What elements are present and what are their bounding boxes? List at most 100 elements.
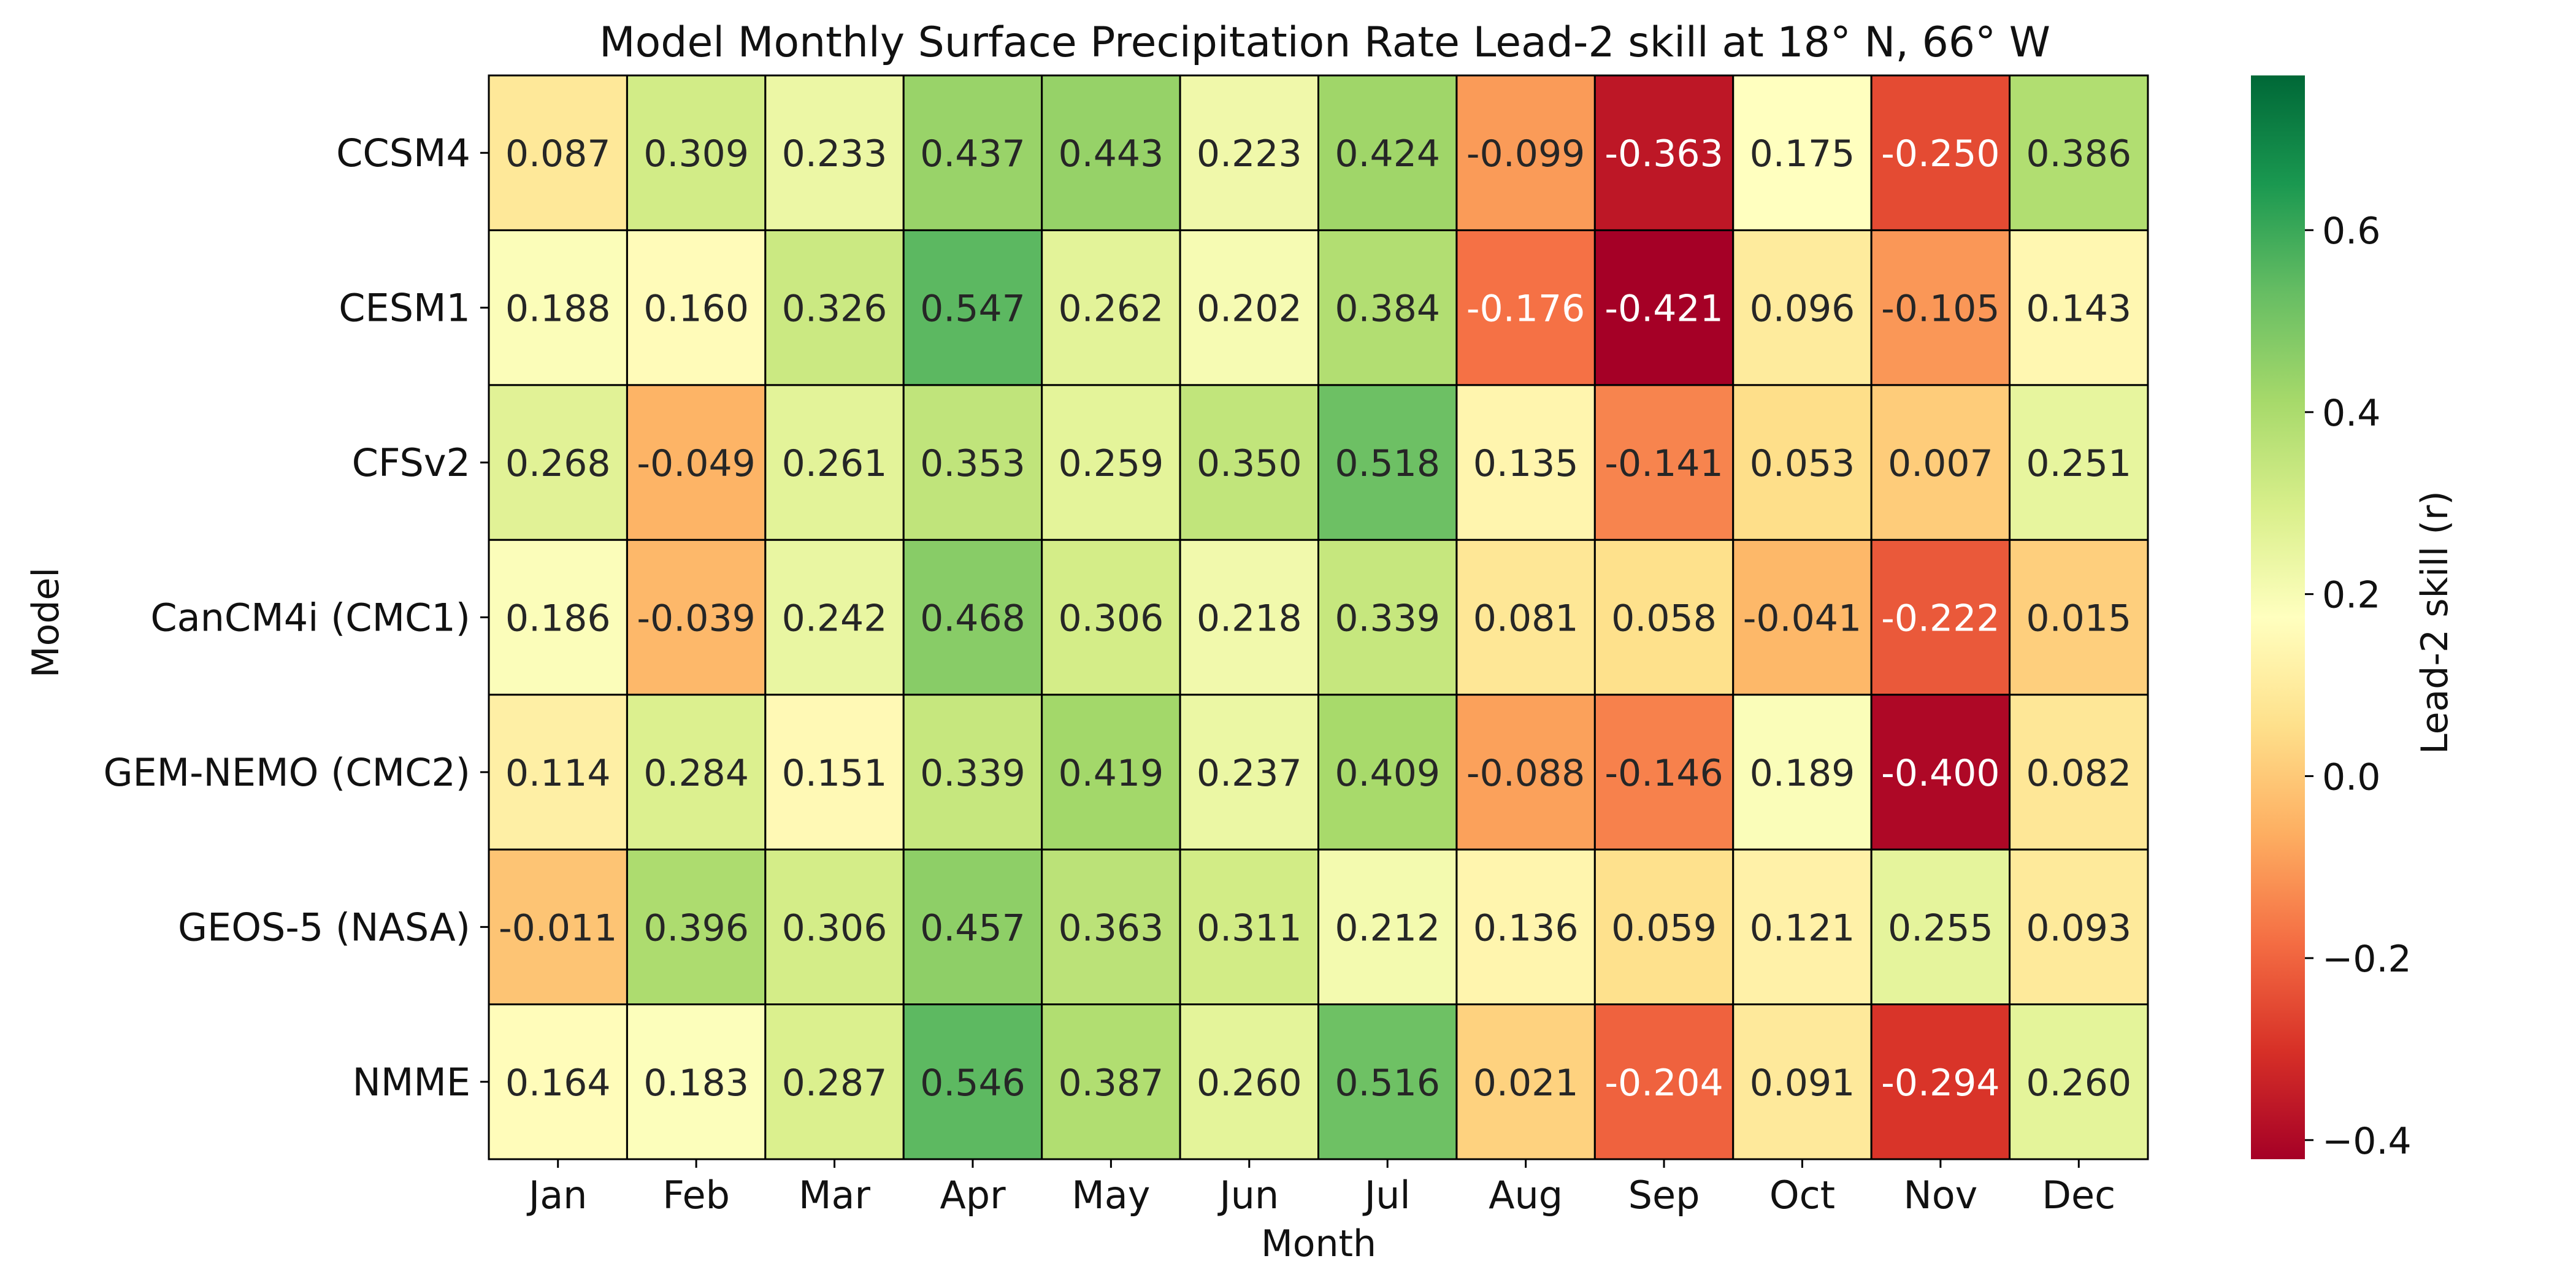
cell-value-label: 0.188 <box>505 288 611 331</box>
cell-value-label: 0.287 <box>782 1062 887 1105</box>
cell-value-label: -0.421 <box>1604 288 1723 331</box>
cell-value-label: 0.135 <box>1473 442 1579 485</box>
cell-value-label: 0.186 <box>505 597 611 640</box>
heatmap-cell <box>626 74 767 231</box>
x-tick-label: Jan <box>526 1173 588 1217</box>
cell-value-label: 0.059 <box>1611 907 1717 949</box>
heatmap-cell <box>2009 539 2149 696</box>
cell-value-label: 0.212 <box>1335 907 1440 949</box>
heatmap-cell <box>764 539 905 696</box>
x-tick-label: Jul <box>1362 1173 1411 1217</box>
cell-value-label: -0.099 <box>1466 132 1585 175</box>
heatmap-cell <box>1455 848 1596 1006</box>
colorbar-tick-label: 0.6 <box>2322 210 2380 253</box>
heatmap-cell <box>626 229 767 386</box>
y-tick-label: CFSv2 <box>352 440 470 485</box>
cell-value-label: 0.151 <box>782 752 887 795</box>
heatmap-cell <box>1732 539 1873 696</box>
cell-value-label: 0.424 <box>1335 132 1440 175</box>
heatmap-cell <box>488 384 628 541</box>
heatmap-cell <box>1317 384 1458 541</box>
heatmap-cell <box>488 229 628 386</box>
heatmap-cell <box>1179 74 1320 231</box>
heatmap-cell <box>626 1003 767 1160</box>
cell-value-label: 0.396 <box>643 907 749 949</box>
heatmap-cell <box>2009 229 2149 386</box>
cell-value-label: 0.309 <box>643 132 749 175</box>
heatmap-cell <box>1317 229 1458 386</box>
cell-value-label: 0.262 <box>1058 288 1163 331</box>
cell-value-label: 0.164 <box>505 1062 611 1105</box>
cell-value-label: 0.053 <box>1750 442 1855 485</box>
cell-value-label: 0.093 <box>2026 907 2131 949</box>
cell-value-label: 0.114 <box>505 752 611 795</box>
heatmap-cell <box>1041 229 1181 386</box>
cell-value-label: 0.457 <box>920 907 1025 949</box>
heatmap-cell <box>1179 848 1320 1006</box>
heatmap-cell <box>488 74 628 231</box>
cell-value-label: 0.468 <box>920 597 1025 640</box>
y-tick-label: GEM-NEMO (CMC2) <box>103 750 470 795</box>
cell-value-label: -0.049 <box>637 442 755 485</box>
heatmap-cell <box>902 1003 1043 1160</box>
y-axis-label: Model <box>25 567 67 678</box>
cell-value-label: 0.242 <box>782 597 887 640</box>
x-tick-label: Mar <box>799 1173 870 1217</box>
heatmap-cells: 0.087 0.309 0.233 0.437 0.443 0.223 0.424 -0.09… <box>488 74 2149 1160</box>
heatmap-cell <box>2009 74 2149 231</box>
colorbar: −0.4 −0.2 0.0 0.2 0.4 0.6 <box>2251 75 2412 1163</box>
cell-value-label: 0.160 <box>643 288 749 331</box>
cell-value-label: 0.353 <box>920 442 1025 485</box>
cell-value-label: 0.516 <box>1335 1062 1440 1105</box>
heatmap-cell <box>764 694 905 851</box>
cell-value-label: 0.443 <box>1058 132 1163 175</box>
y-tick-label: CESM1 <box>339 286 470 331</box>
colorbar-label: Lead-2 skill (r) <box>2413 491 2456 754</box>
heatmap-cell <box>1179 694 1320 851</box>
heatmap-cell <box>1317 1003 1458 1160</box>
heatmap-cell <box>488 539 628 696</box>
cell-value-label: 0.007 <box>1888 442 1993 485</box>
cell-value-label: -0.176 <box>1466 288 1585 331</box>
colorbar-tick-label: 0.2 <box>2322 574 2380 617</box>
heatmap-cell <box>902 229 1043 386</box>
heatmap-cell <box>902 74 1043 231</box>
cell-value-label: 0.058 <box>1611 597 1717 640</box>
x-tick-label: Apr <box>940 1173 1006 1217</box>
cell-value-label: -0.141 <box>1604 442 1723 485</box>
heatmap-cell <box>1870 1003 2011 1160</box>
cell-value-label: 0.311 <box>1197 907 1302 949</box>
cell-value-label: 0.284 <box>643 752 749 795</box>
heatmap-cell <box>1179 1003 1320 1160</box>
cell-value-label: 0.081 <box>1473 597 1579 640</box>
cell-value-label: -0.039 <box>637 597 755 640</box>
heatmap-cell <box>1593 1003 1735 1160</box>
heatmap-cell <box>488 1003 628 1160</box>
cell-value-label: 0.218 <box>1197 597 1302 640</box>
heatmap-cell <box>626 694 767 851</box>
cell-value-label: 0.091 <box>1750 1062 1855 1105</box>
x-tick-label: May <box>1071 1173 1150 1217</box>
x-tick-label: Aug <box>1489 1173 1563 1217</box>
y-tick-label: GEOS-5 (NASA) <box>178 905 470 949</box>
heatmap-cell <box>1870 694 2011 851</box>
y-tick-label: CanCM4i (CMC1) <box>150 596 470 640</box>
cell-value-label: 0.223 <box>1197 132 1302 175</box>
cell-value-label: 0.306 <box>1058 597 1163 640</box>
heatmap-cell <box>764 384 905 541</box>
heatmap-cell <box>1593 229 1735 386</box>
x-tick-label: Jun <box>1217 1173 1279 1217</box>
heatmap-cell <box>902 539 1043 696</box>
colorbar-tick-label: −0.4 <box>2322 1120 2412 1163</box>
heatmap-cell <box>1732 1003 1873 1160</box>
colorbar-tick-label: 0.4 <box>2322 392 2380 435</box>
cell-value-label: 0.339 <box>920 752 1025 795</box>
y-tick-label: CCSM4 <box>336 131 470 175</box>
heatmap-cell <box>2009 1003 2149 1160</box>
heatmap-cell <box>2009 384 2149 541</box>
cell-value-label: 0.015 <box>2026 597 2131 640</box>
cell-value-label: 0.136 <box>1473 907 1579 949</box>
heatmap-cell <box>1041 1003 1181 1160</box>
cell-value-label: -0.363 <box>1604 132 1723 175</box>
cell-value-label: 0.306 <box>782 907 887 949</box>
